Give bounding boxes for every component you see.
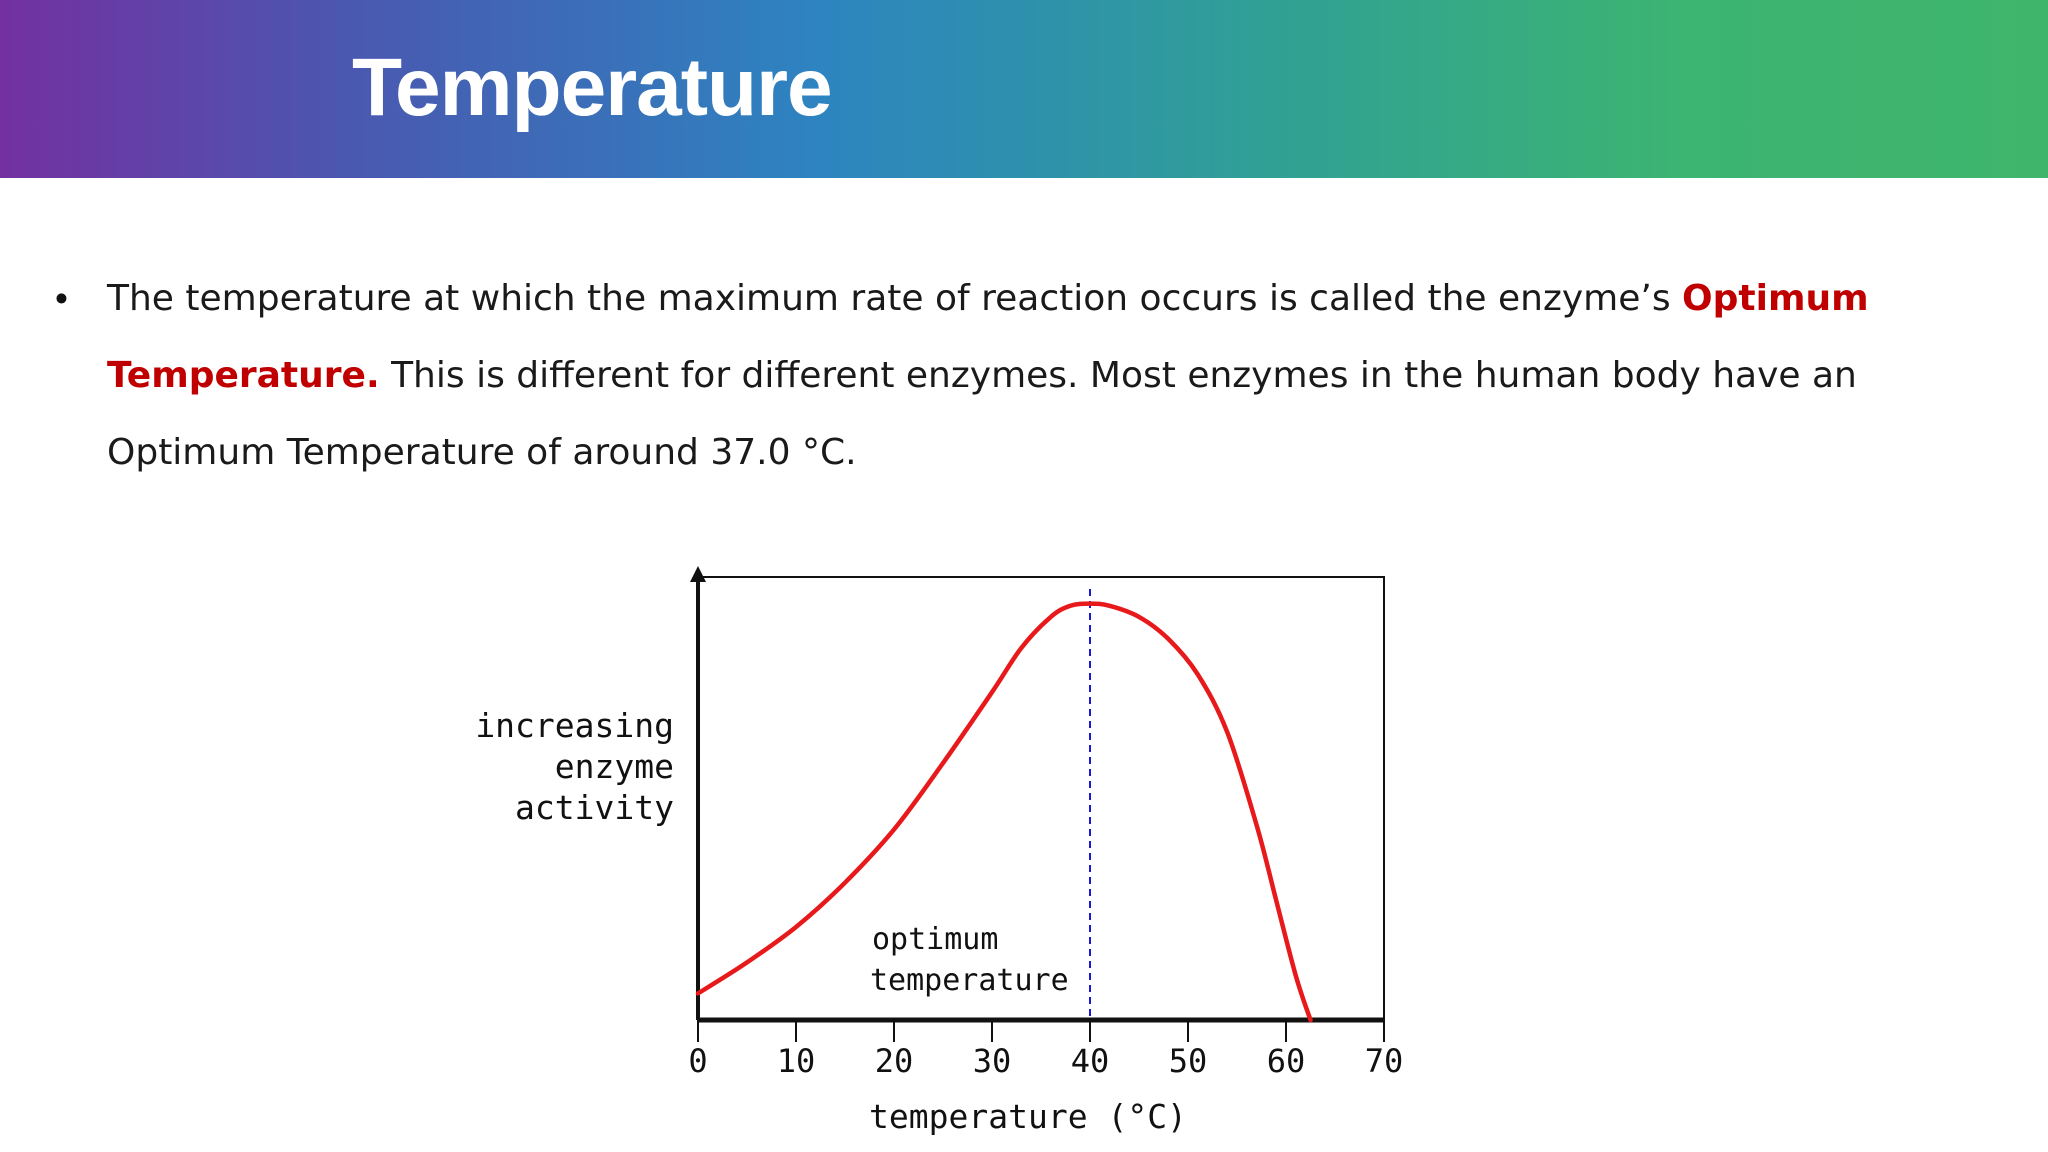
y-axis-arrow-icon	[690, 566, 706, 582]
x-tick-label-40: 40	[1071, 1042, 1110, 1080]
y-axis-label-line-2: enzyme	[555, 747, 674, 786]
y-axis-label-line-3: activity	[515, 788, 674, 827]
annotation-line-2: temperature	[870, 963, 1069, 998]
x-ticks: 0 10 20 30 40 50 60 70	[688, 1020, 1403, 1080]
slide-title: Temperature	[352, 42, 833, 133]
x-axis-label: temperature (°C)	[869, 1097, 1187, 1136]
y-axis-label-line-1: increasing	[475, 706, 674, 745]
bullet-text-part1: The temperature at which the maximum rat…	[107, 278, 1683, 319]
annotation-line-1: optimum	[872, 922, 998, 957]
plot-frame	[697, 576, 1385, 1021]
x-tick-label-70: 70	[1365, 1042, 1404, 1080]
bullet-text-part2: This is different for different enzymes.…	[107, 355, 1857, 473]
title-banner: Temperature	[0, 0, 2048, 178]
chart-svg: 0 10 20 30 40 50 60 70 optimum temperature incr…	[475, 566, 1403, 1136]
enzyme-activity-curve	[695, 601, 1313, 1023]
x-tick-label-60: 60	[1267, 1042, 1306, 1080]
enzyme-activity-chart: 0 10 20 30 40 50 60 70 optimum temperature incr…	[470, 560, 1430, 1150]
x-tick-label-0: 0	[688, 1042, 707, 1080]
optimum-temperature-highlight: Optimum Temperature.	[107, 278, 1869, 396]
x-tick-label-10: 10	[777, 1042, 816, 1080]
x-tick-label-30: 30	[973, 1042, 1012, 1080]
bullet-dot-icon: •	[55, 278, 68, 319]
x-tick-label-50: 50	[1169, 1042, 1208, 1080]
x-tick-label-20: 20	[875, 1042, 914, 1080]
bullet-text: The temperature at which the maximum rat…	[107, 260, 2007, 491]
